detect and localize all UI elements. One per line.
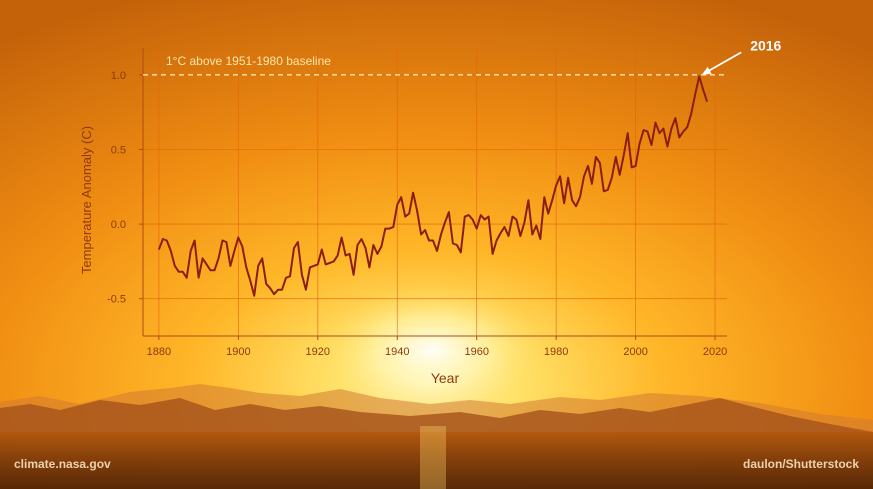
sun-reflection: [420, 426, 446, 489]
baseline-annotation: 1°C above 1951-1980 baseline: [166, 54, 331, 68]
image-credit: daulon/Shutterstock: [742, 457, 859, 471]
x-tick-label: 2000: [623, 346, 647, 358]
temperature-anomaly-line: [157, 75, 709, 297]
plot-area: 1880 1900 1920 1940 1960 1980 2000 2020 -0.5 0.0 0…: [79, 37, 782, 386]
ground-band: [0, 432, 873, 489]
y-tick-label: 0.5: [111, 144, 126, 156]
x-tick-label: 2020: [703, 346, 727, 358]
annotation-arrow-shaft: [703, 51, 742, 75]
annotation-arrow-head: [701, 66, 712, 75]
x-tick-label: 1900: [226, 346, 250, 358]
x-tick-label: 1960: [464, 346, 488, 358]
sun: [312, 280, 552, 420]
y-tick-label: -0.5: [107, 294, 126, 306]
x-axis-label: Year: [431, 370, 460, 386]
x-tick-label: 1980: [544, 346, 568, 358]
y-axis-label: Temperature Anomaly (C): [79, 126, 94, 274]
x-tick-label: 1940: [385, 346, 409, 358]
y-tick-label: 1.0: [111, 70, 126, 82]
annotation-2016-label: 2016: [750, 37, 781, 53]
x-tick-label: 1920: [306, 346, 330, 358]
source-credit: climate.nasa.gov: [14, 457, 111, 471]
x-tick-label: 1880: [147, 346, 171, 358]
y-tick-label: 0.0: [111, 219, 126, 231]
